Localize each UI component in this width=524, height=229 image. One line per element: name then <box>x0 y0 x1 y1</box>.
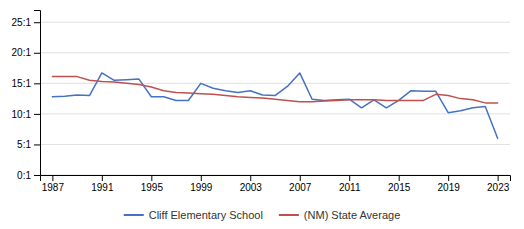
legend-item: Cliff Elementary School <box>124 209 263 221</box>
y-axis-line <box>34 11 41 176</box>
line <box>52 77 497 103</box>
grid-line <box>40 113 510 114</box>
y-tick-mark <box>34 114 40 115</box>
grid <box>40 22 510 175</box>
y-tick-mark <box>34 22 40 23</box>
x-tick: 2003 <box>240 175 263 193</box>
grid-line <box>40 22 510 23</box>
legend-label: (NM) State Average <box>304 209 400 221</box>
x-tick: 2007 <box>289 175 312 193</box>
x-tick-mark <box>349 175 350 181</box>
x-tick: 1999 <box>190 175 213 193</box>
y-tick: 25:1 <box>12 17 40 28</box>
x-tick-mark <box>448 175 449 181</box>
x-tick-label: 1999 <box>190 182 213 193</box>
line <box>52 73 497 138</box>
y-tick-label: 0:1 <box>17 170 31 181</box>
x-tick-label: 2019 <box>438 182 461 193</box>
x-axis: 1987 1991 1995 1999 2003 2007 2011 2015 2019 2023 <box>41 175 511 193</box>
x-tick: 2015 <box>388 175 411 193</box>
legend-swatch <box>279 214 299 216</box>
x-tick: 2011 <box>339 175 361 193</box>
y-tick-mark <box>34 83 40 84</box>
grid-line <box>40 52 510 53</box>
y-tick-mark <box>34 144 40 145</box>
y-tick: 5:1 <box>17 139 40 150</box>
grid-line <box>40 144 510 145</box>
x-tick-mark <box>151 175 152 181</box>
y-tick-label: 15:1 <box>12 78 32 89</box>
plot-area <box>52 73 497 138</box>
y-tick-label: 25:1 <box>12 17 32 28</box>
y-tick: 0:1 <box>17 170 40 181</box>
legend-label: Cliff Elementary School <box>149 209 263 221</box>
x-tick-mark <box>102 175 103 181</box>
x-axis-line <box>41 176 511 182</box>
y-tick-mark <box>34 175 40 176</box>
x-tick: 2023 <box>487 175 510 193</box>
x-tick: 1995 <box>141 175 164 193</box>
legend-item: (NM) State Average <box>279 209 400 221</box>
x-tick-label: 2007 <box>289 182 312 193</box>
legend: Cliff Elementary School (NM) State Averag… <box>124 209 401 221</box>
x-tick: 1987 <box>42 175 65 193</box>
x-tick: 2019 <box>438 175 461 193</box>
y-tick: 20:1 <box>12 47 40 58</box>
x-tick-mark <box>52 175 53 181</box>
x-tick-label: 2011 <box>339 182 361 193</box>
x-tick-mark <box>201 175 202 181</box>
y-tick: 15:1 <box>12 78 40 89</box>
chart: 1987 1991 1995 1999 2003 2007 2011 2015 2019 2023… <box>0 0 524 229</box>
x-tick-mark <box>498 175 499 181</box>
x-tick-mark <box>250 175 251 181</box>
y-tick-label: 5:1 <box>17 139 31 150</box>
x-tick-label: 2023 <box>487 182 510 193</box>
x-tick: 1991 <box>91 175 114 193</box>
y-tick-label: 10:1 <box>12 109 32 120</box>
x-tick-label: 1987 <box>42 182 65 193</box>
x-tick-label: 2015 <box>388 182 411 193</box>
x-tick-label: 1995 <box>141 182 164 193</box>
y-axis: 0:1 5:1 10:1 15:1 20:1 25:1 <box>12 11 41 181</box>
x-tick-label: 2003 <box>240 182 263 193</box>
x-tick-label: 1991 <box>91 182 114 193</box>
x-tick-mark <box>300 175 301 181</box>
y-tick-label: 20:1 <box>12 47 32 58</box>
y-tick: 10:1 <box>12 109 40 120</box>
legend-swatch <box>124 214 144 216</box>
x-tick-mark <box>399 175 400 181</box>
y-tick-mark <box>34 53 40 54</box>
grid-line <box>40 83 510 84</box>
